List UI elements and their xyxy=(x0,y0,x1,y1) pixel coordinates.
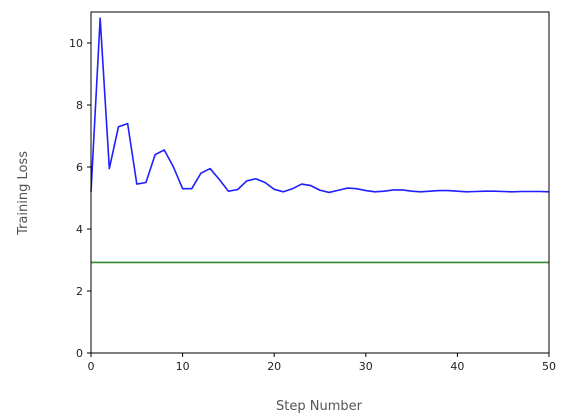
x-tick-label: 10 xyxy=(176,360,190,373)
y-axis: 0 2 4 6 8 10 xyxy=(69,37,91,360)
y-tick-label: 10 xyxy=(69,37,83,50)
y-axis-label: Training Loss xyxy=(16,151,31,236)
y-tick-label: 4 xyxy=(76,223,83,236)
x-axis: 0 10 20 30 40 50 xyxy=(88,353,556,373)
x-tick-label: 30 xyxy=(359,360,373,373)
plot-frame xyxy=(90,11,550,354)
x-tick-label: 50 xyxy=(542,360,556,373)
x-tick-label: 40 xyxy=(450,360,464,373)
y-tick-label: 8 xyxy=(76,99,83,112)
y-tick-label: 2 xyxy=(76,285,83,298)
x-tick-label: 0 xyxy=(88,360,95,373)
x-tick-label: 20 xyxy=(267,360,281,373)
series-line-1 xyxy=(90,17,550,194)
series-layer xyxy=(90,17,550,264)
y-tick-label: 6 xyxy=(76,161,83,174)
y-tick-label: 0 xyxy=(76,347,83,360)
x-axis-label: Step Number xyxy=(276,399,363,414)
